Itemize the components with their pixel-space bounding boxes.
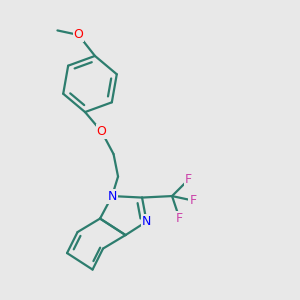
Text: N: N — [107, 190, 117, 202]
Text: N: N — [142, 215, 151, 228]
Text: O: O — [97, 125, 106, 138]
Text: F: F — [190, 194, 196, 207]
Text: F: F — [176, 212, 183, 225]
Text: O: O — [74, 28, 83, 41]
Text: O: O — [97, 125, 106, 138]
Text: F: F — [185, 173, 192, 186]
Text: O: O — [74, 28, 83, 41]
